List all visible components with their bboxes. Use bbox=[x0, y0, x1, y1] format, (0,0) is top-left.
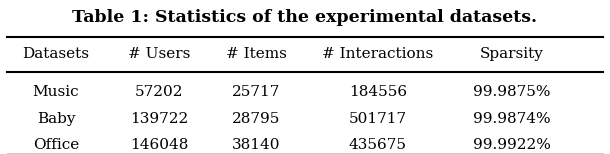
Text: Sparsity: Sparsity bbox=[479, 47, 544, 61]
Text: 435675: 435675 bbox=[349, 138, 407, 152]
Text: 38140: 38140 bbox=[232, 138, 281, 152]
Text: Office: Office bbox=[33, 138, 79, 152]
Text: # Interactions: # Interactions bbox=[322, 47, 434, 61]
Text: # Items: # Items bbox=[226, 47, 287, 61]
Text: Datasets: Datasets bbox=[23, 47, 90, 61]
Text: 184556: 184556 bbox=[349, 85, 407, 99]
Text: Baby: Baby bbox=[37, 112, 75, 126]
Text: Table 1: Statistics of the experimental datasets.: Table 1: Statistics of the experimental … bbox=[73, 9, 537, 26]
Text: 146048: 146048 bbox=[130, 138, 188, 152]
Text: 28795: 28795 bbox=[232, 112, 281, 126]
Text: 99.9922%: 99.9922% bbox=[473, 138, 550, 152]
Text: 25717: 25717 bbox=[232, 85, 281, 99]
Text: 57202: 57202 bbox=[135, 85, 184, 99]
Text: 99.9875%: 99.9875% bbox=[473, 85, 550, 99]
Text: 501717: 501717 bbox=[349, 112, 407, 126]
Text: 139722: 139722 bbox=[130, 112, 188, 126]
Text: 99.9874%: 99.9874% bbox=[473, 112, 550, 126]
Text: # Users: # Users bbox=[128, 47, 190, 61]
Text: Music: Music bbox=[33, 85, 79, 99]
